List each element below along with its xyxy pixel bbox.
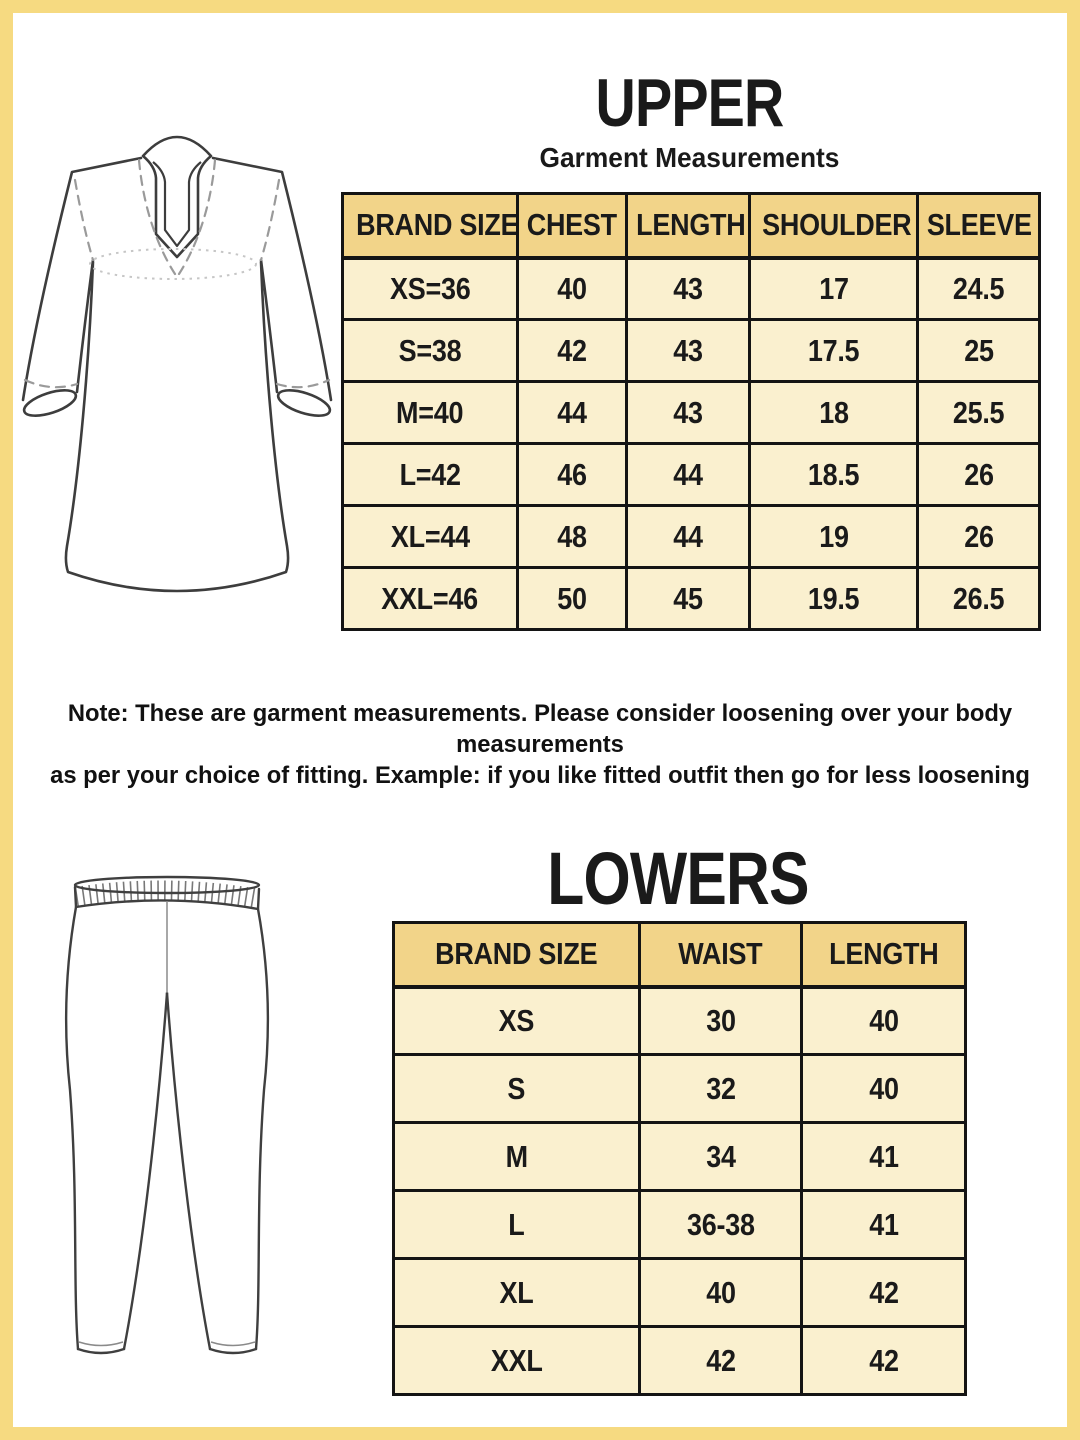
table-row: M 34 41 — [392, 1121, 967, 1192]
table-row: M=40 44 43 18 25.5 — [341, 380, 1041, 445]
leggings-illustration — [64, 875, 270, 1355]
lowers-header-waist: WAIST — [638, 921, 803, 988]
size-cell: L=42 — [341, 442, 519, 507]
shoulder-cell: 18 — [748, 380, 919, 445]
upper-header-shoulder: SHOULDER — [748, 192, 919, 259]
measurement-note: Note: These are garment measurements. Pl… — [16, 698, 1064, 791]
lowers-size-table: BRAND SIZE WAIST LENGTH XS 30 40 S 32 40… — [392, 921, 967, 1396]
chest-cell: 48 — [516, 504, 628, 569]
note-line-2: as per your choice of fitting. Example: … — [50, 762, 1030, 789]
table-row: XL 40 42 — [392, 1257, 967, 1328]
lowers-header-length: LENGTH — [800, 921, 967, 988]
length-cell: 41 — [800, 1189, 967, 1260]
upper-header-sleeve: SLEEVE — [916, 192, 1041, 259]
lowers-header-row: BRAND SIZE WAIST LENGTH — [392, 921, 967, 988]
upper-header-brand-size: BRAND SIZE — [341, 192, 519, 259]
shoulder-cell: 18.5 — [748, 442, 919, 507]
table-row: S=38 42 43 17.5 25 — [341, 318, 1041, 383]
size-cell: XXL=46 — [341, 566, 519, 631]
chest-cell: 40 — [516, 255, 628, 321]
table-row: L 36-38 41 — [392, 1189, 967, 1260]
shoulder-cell: 17 — [748, 255, 919, 321]
size-cell: XS=36 — [341, 255, 519, 321]
waist-cell: 30 — [638, 984, 803, 1056]
shoulder-cell: 19 — [748, 504, 919, 569]
waist-cell: 42 — [638, 1325, 803, 1396]
table-row: XS=36 40 43 17 24.5 — [341, 255, 1041, 321]
upper-size-table: BRAND SIZE CHEST LENGTH SHOULDER SLEEVE … — [341, 192, 1041, 631]
upper-header-row: BRAND SIZE CHEST LENGTH SHOULDER SLEEVE — [341, 192, 1041, 259]
sleeve-cell: 24.5 — [916, 255, 1041, 321]
length-cell: 40 — [800, 1053, 967, 1124]
waist-cell: 40 — [638, 1257, 803, 1328]
size-cell: S=38 — [341, 318, 519, 383]
size-cell: XL=44 — [341, 504, 519, 569]
upper-title: UPPER — [595, 65, 784, 141]
sleeve-cell: 26.5 — [916, 566, 1041, 631]
size-cell: S — [392, 1053, 641, 1124]
table-row: L=42 46 44 18.5 26 — [341, 442, 1041, 507]
lowers-header-brand-size: BRAND SIZE — [392, 921, 641, 988]
sleeve-cell: 26 — [916, 442, 1041, 507]
chest-cell: 50 — [516, 566, 628, 631]
table-row: XXL=46 50 45 19.5 26.5 — [341, 566, 1041, 631]
size-cell: XS — [392, 984, 641, 1056]
size-cell: M — [392, 1121, 641, 1192]
length-cell: 40 — [800, 984, 967, 1056]
length-cell: 42 — [800, 1325, 967, 1396]
length-cell: 43 — [625, 380, 751, 445]
sleeve-cell: 25 — [916, 318, 1041, 383]
length-cell: 42 — [800, 1257, 967, 1328]
shoulder-cell: 19.5 — [748, 566, 919, 631]
table-row: XXL 42 42 — [392, 1325, 967, 1396]
kurta-illustration — [21, 135, 333, 593]
upper-subtitle: Garment Measurements — [539, 142, 840, 173]
chest-cell: 42 — [516, 318, 628, 383]
length-cell: 41 — [800, 1121, 967, 1192]
length-cell: 43 — [625, 318, 751, 383]
waist-cell: 34 — [638, 1121, 803, 1192]
upper-header-length: LENGTH — [625, 192, 751, 259]
shoulder-cell: 17.5 — [748, 318, 919, 383]
size-cell: M=40 — [341, 380, 519, 445]
waist-cell: 32 — [638, 1053, 803, 1124]
size-cell: L — [392, 1189, 641, 1260]
length-cell: 44 — [625, 504, 751, 569]
lowers-title: LOWERS — [547, 837, 809, 920]
size-cell: XL — [392, 1257, 641, 1328]
sleeve-cell: 25.5 — [916, 380, 1041, 445]
size-cell: XXL — [392, 1325, 641, 1396]
table-row: XS 30 40 — [392, 984, 967, 1056]
chest-cell: 46 — [516, 442, 628, 507]
length-cell: 44 — [625, 442, 751, 507]
upper-header-chest: CHEST — [516, 192, 628, 259]
table-row: S 32 40 — [392, 1053, 967, 1124]
chest-cell: 44 — [516, 380, 628, 445]
table-row: XL=44 48 44 19 26 — [341, 504, 1041, 569]
note-line-1: Note: These are garment measurements. Pl… — [67, 700, 1013, 758]
waist-cell: 36-38 — [638, 1189, 803, 1260]
sleeve-cell: 26 — [916, 504, 1041, 569]
length-cell: 43 — [625, 255, 751, 321]
length-cell: 45 — [625, 566, 751, 631]
